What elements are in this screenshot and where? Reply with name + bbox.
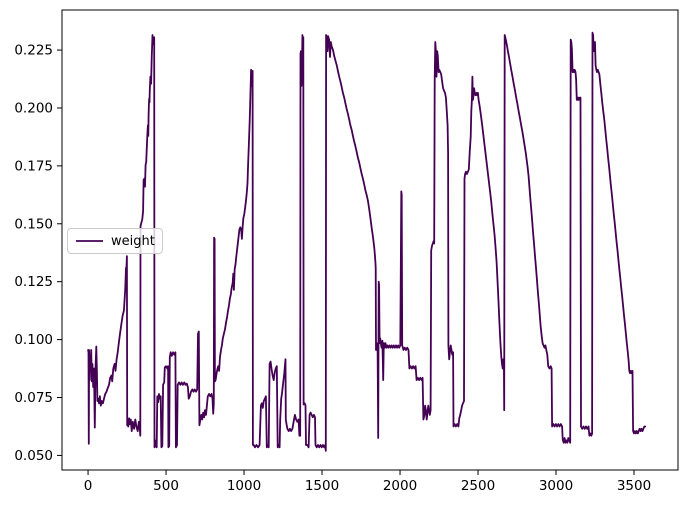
x-tick-label: 0 — [84, 478, 93, 494]
legend-label: weight — [111, 233, 155, 249]
y-tick-label: 0.150 — [14, 216, 53, 232]
legend-line-sample — [76, 240, 103, 242]
y-tick-label: 0.125 — [14, 274, 53, 290]
series-weight-line — [87, 31, 647, 452]
y-tick-label: 0.050 — [14, 448, 53, 464]
y-tick-label: 0.075 — [14, 390, 53, 406]
axes-frame — [61, 9, 679, 471]
x-tick-label: 3000 — [539, 478, 573, 494]
y-tick-label: 0.100 — [14, 332, 53, 348]
x-tick-label: 3500 — [617, 478, 651, 494]
x-tick-label: 2500 — [461, 478, 495, 494]
y-tick-label: 0.225 — [14, 43, 53, 59]
x-tick-label: 2000 — [383, 478, 417, 494]
y-tick-label: 0.200 — [14, 100, 53, 116]
x-tick-label: 1500 — [305, 478, 339, 494]
legend[interactable]: weight — [67, 228, 163, 254]
x-tick-label: 1000 — [227, 478, 261, 494]
x-tick-label: 500 — [153, 478, 179, 494]
y-tick-label: 0.175 — [14, 158, 53, 174]
